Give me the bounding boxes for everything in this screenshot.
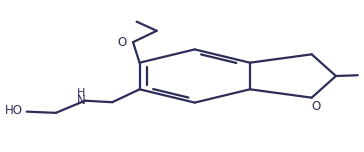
Text: O: O: [312, 100, 321, 112]
Text: H: H: [77, 88, 86, 98]
Text: Me: Me: [363, 70, 364, 80]
Text: HO: HO: [5, 104, 23, 117]
Text: N: N: [77, 94, 86, 107]
Text: O: O: [118, 36, 127, 49]
